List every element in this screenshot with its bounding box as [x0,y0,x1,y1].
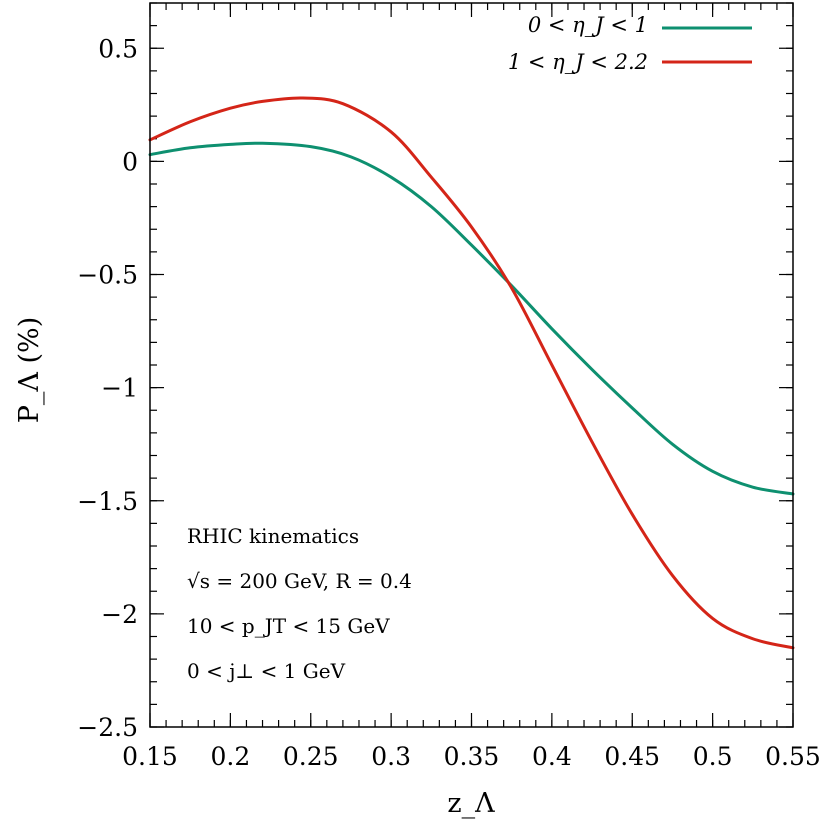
x-axis-label: z_Λ [447,788,495,819]
x-tick-label: 0.3 [371,742,411,771]
y-tick-label: 0.5 [98,34,138,63]
legend-label-1: 1 < η_J < 2.2 [508,50,648,74]
x-tick-label: 0.25 [283,742,339,771]
y-tick-label: 0 [122,147,138,176]
y-tick-label: −0.5 [77,261,138,290]
x-tick-label: 0.4 [532,742,572,771]
ticks-layer: 0.15 0.2 0.25 0.3 0.35 0.4 0.45 0.5 0.55 0.5 0 −0.5… [77,2,821,771]
x-tick-label: 0.2 [210,742,250,771]
series-line-1 [148,96,795,650]
annotation-1: √s = 200 GeV, R = 0.4 [187,569,412,593]
annotation-2: 10 < p_JT < 15 GeV [187,614,390,638]
annotations: RHIC kinematics √s = 200 GeV, R = 0.4 10… [187,524,412,683]
x-tick-label: 0.45 [604,742,660,771]
y-tick-label: −1 [101,374,138,403]
x-tick-label: 0.15 [122,742,178,771]
legend-label-0: 0 < η_J < 1 [528,13,648,37]
y-tick-label: −2 [101,600,138,629]
y-tick-label: −2.5 [77,713,138,742]
curves-layer [148,96,795,650]
x-tick-label: 0.55 [765,742,821,771]
y-tick-label: −1.5 [77,487,138,516]
series-line-0 [148,141,795,496]
y-axis-label: P_Λ (%) [14,317,45,423]
annotation-3: 0 < j⊥ < 1 GeV [187,659,346,683]
plot-frame [149,2,794,728]
x-tick-label: 0.5 [693,742,733,771]
annotation-0: RHIC kinematics [187,524,359,548]
x-tick-label: 0.35 [444,742,500,771]
legend: 0 < η_J < 1 1 < η_J < 2.2 [508,13,752,74]
